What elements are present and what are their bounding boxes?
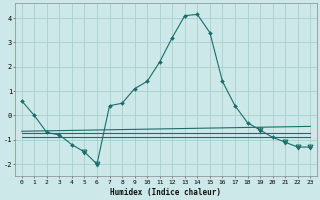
- X-axis label: Humidex (Indice chaleur): Humidex (Indice chaleur): [110, 188, 221, 197]
